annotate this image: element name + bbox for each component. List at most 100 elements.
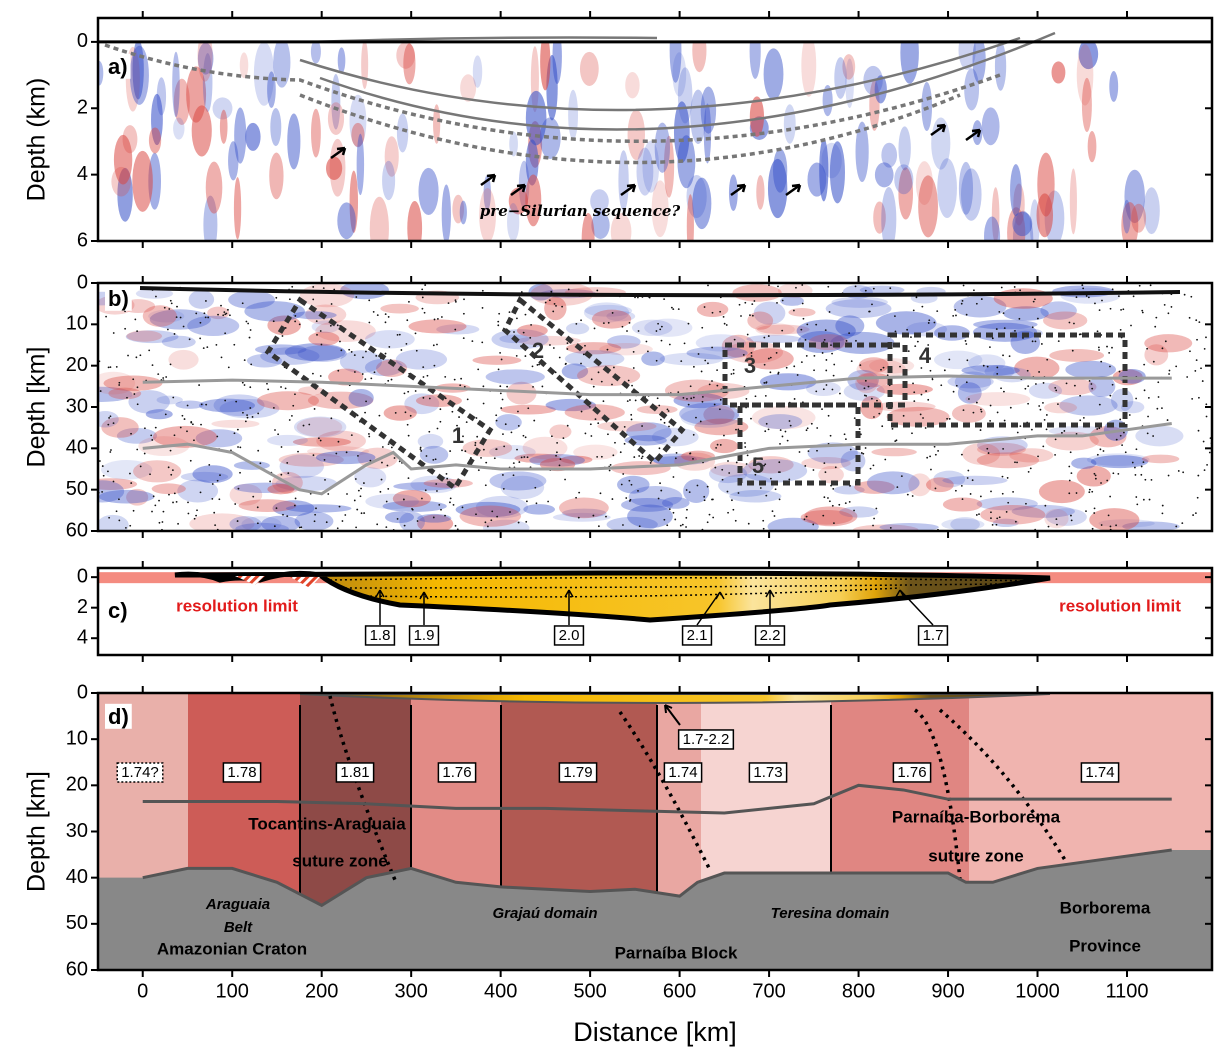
seismic-blob: [855, 372, 878, 394]
stipple: [1142, 498, 1145, 501]
seismic-blob: [960, 168, 982, 221]
stipple: [208, 463, 211, 466]
unit-label: 1.7: [923, 627, 944, 644]
stipple: [445, 473, 448, 475]
stipple: [541, 385, 544, 388]
stipple: [193, 517, 196, 520]
seismic-blob: [152, 425, 218, 448]
seismic-blob: [1036, 193, 1054, 238]
stipple: [853, 509, 855, 512]
stipple: [975, 514, 978, 516]
stipple: [727, 460, 729, 462]
stipple: [280, 446, 283, 448]
stipple: [966, 477, 969, 479]
stipple: [751, 314, 754, 317]
stipple: [1081, 284, 1084, 287]
stipple: [778, 498, 781, 501]
density-label-box: [663, 762, 703, 783]
stipple: [825, 369, 828, 372]
stipple: [1098, 309, 1101, 312]
seismic-blob: [98, 514, 129, 531]
stipple: [708, 383, 711, 386]
seismic-blob: [908, 473, 932, 497]
stipple: [919, 413, 922, 416]
stipple: [863, 394, 866, 397]
stipple: [1068, 465, 1071, 468]
seismic-blob: [410, 475, 458, 494]
stipple: [497, 368, 500, 371]
seismic-blob: [860, 395, 883, 420]
stipple: [454, 524, 457, 527]
stipple: [788, 420, 791, 422]
stipple: [1070, 472, 1073, 475]
annotation: Belt: [224, 919, 253, 936]
seismic-blob: [393, 482, 456, 491]
stipple: [452, 503, 455, 506]
stipple: [1154, 325, 1157, 328]
seismic-blob: [991, 187, 1000, 241]
stipple: [1070, 514, 1072, 517]
y-tick-label: 0: [77, 271, 88, 293]
seismic-blob: [205, 161, 223, 214]
seismic-blob: [418, 167, 439, 215]
seismic-blob: [581, 213, 595, 241]
stipple: [294, 315, 297, 317]
stipple: [728, 472, 731, 474]
stipple: [1026, 369, 1029, 372]
seismic-blob: [941, 518, 985, 531]
stipple: [277, 433, 280, 436]
y-tick-label: 50: [66, 912, 88, 934]
stipple: [961, 498, 964, 500]
stipple: [611, 312, 614, 314]
seismic-blob: [879, 522, 939, 531]
stipple: [498, 312, 501, 315]
stipple: [561, 305, 564, 308]
stipple: [659, 328, 662, 331]
stipple: [1079, 419, 1082, 422]
stipple: [387, 316, 390, 318]
stipple: [1100, 360, 1103, 363]
stipple: [387, 379, 390, 382]
stipple: [1068, 492, 1071, 495]
stipple: [805, 429, 808, 432]
seismic-blob: [1124, 169, 1145, 224]
stipple: [795, 286, 797, 289]
horizon: [299, 93, 961, 165]
density-label: 1.76: [897, 764, 926, 781]
stipple: [1132, 295, 1135, 298]
stipple: [1085, 510, 1087, 513]
stipple: [421, 296, 424, 299]
stipple: [859, 364, 862, 367]
stipple: [1191, 397, 1194, 400]
stipple: [246, 414, 249, 417]
stipple: [435, 483, 438, 485]
density-label: 1.76: [442, 764, 471, 781]
stipple: [398, 333, 401, 336]
seismic-blob: [1059, 395, 1118, 416]
stipple: [506, 385, 509, 388]
stipple: [199, 321, 202, 324]
stipple: [996, 411, 999, 414]
stipple: [781, 329, 784, 332]
stipple: [1152, 360, 1155, 363]
stipple: [1085, 295, 1088, 297]
stipple: [1133, 466, 1136, 469]
stipple: [355, 526, 358, 529]
stipple: [517, 425, 520, 427]
stipple: [419, 446, 422, 449]
stipple: [872, 287, 875, 290]
stipple: [687, 403, 690, 406]
unit-arrow: [375, 589, 385, 625]
seismic-blob: [267, 71, 276, 108]
stipple: [1135, 496, 1138, 498]
y-tick-label: 30: [66, 820, 88, 842]
stipple: [672, 511, 675, 514]
stipple: [350, 351, 353, 353]
stipple: [294, 393, 296, 396]
suture-line: [913, 708, 962, 881]
seismic-blob: [126, 488, 149, 506]
stipple: [925, 390, 927, 392]
stipple: [980, 408, 982, 411]
stipple: [575, 322, 578, 325]
annotation: Parnaíba Block: [615, 943, 738, 962]
